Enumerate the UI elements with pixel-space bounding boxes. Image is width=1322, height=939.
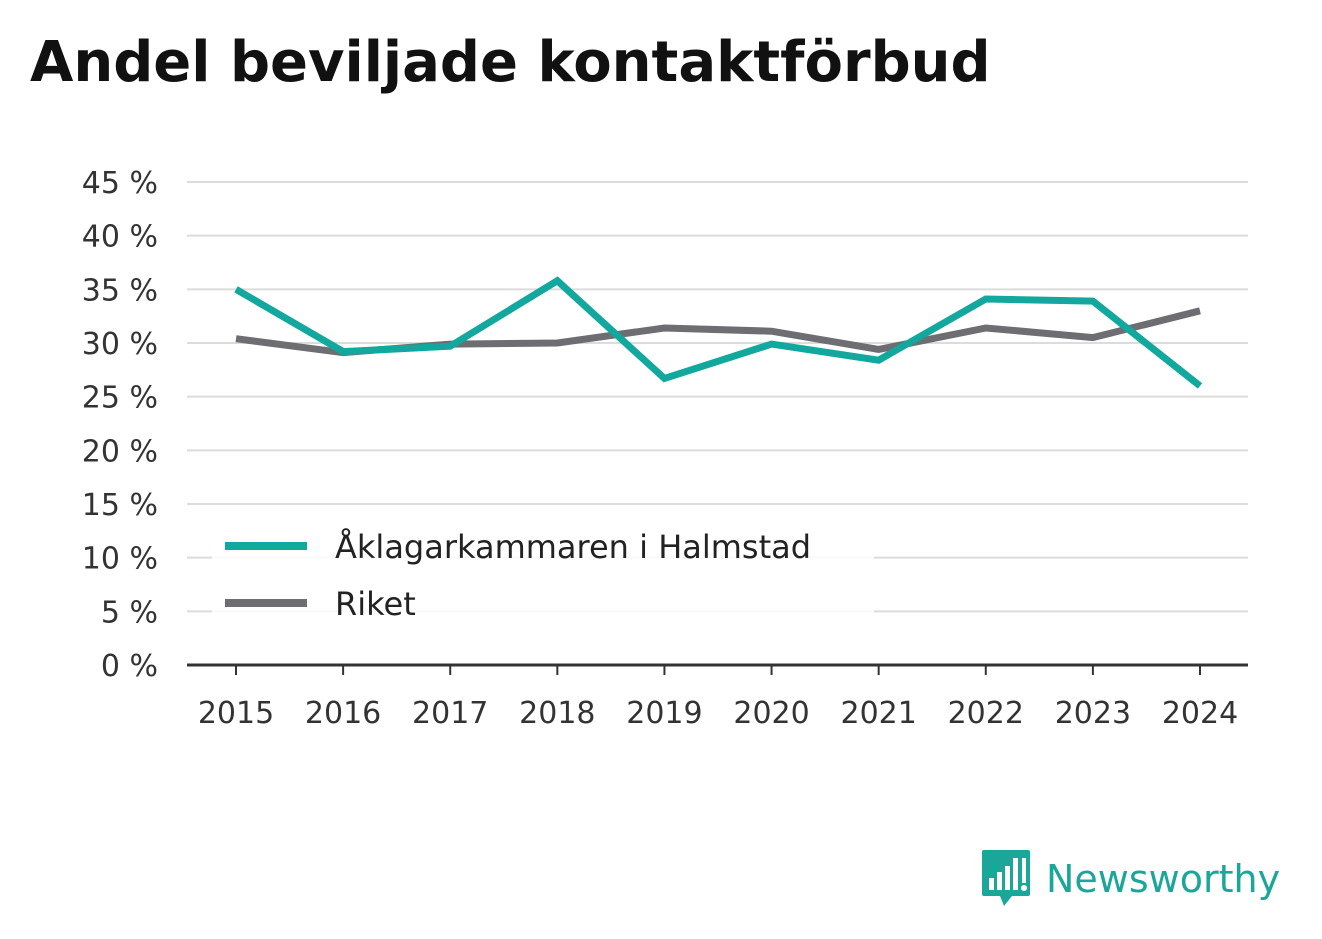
legend-label: Åklagarkammaren i Halmstad [335, 528, 811, 566]
series-line-halmstad [234, 276, 1203, 389]
x-tick-label: 2021 [840, 696, 916, 731]
chart-title: Andel beviljade kontaktförbud [30, 30, 991, 95]
legend-background [212, 515, 874, 615]
x-tick-label: 2016 [305, 696, 381, 731]
legend-label: Riket [335, 585, 416, 623]
y-tick-label: 45 % [82, 166, 158, 201]
y-tick-label: 35 % [82, 273, 158, 308]
y-tick-label: 15 % [82, 488, 158, 523]
x-tick-label: 2015 [198, 696, 274, 731]
x-axis: 2015 2016 2017 2018 2019 2020 2021 2022 2023 2024 [187, 663, 1248, 731]
series-group [234, 276, 1203, 389]
brand-name: Newsworthy [1046, 857, 1281, 901]
y-tick-label: 0 % [101, 649, 158, 684]
x-tick-label: 2024 [1162, 696, 1238, 731]
x-tick-label: 2017 [412, 696, 488, 731]
x-tick-label: 2023 [1055, 696, 1131, 731]
y-tick-label: 5 % [101, 595, 158, 630]
newsworthy-logo-icon [982, 850, 1030, 906]
y-tick-label: 25 % [82, 381, 158, 416]
y-tick-label: 10 % [82, 542, 158, 577]
legend: Åklagarkammaren i Halmstad Riket [212, 515, 874, 623]
y-tick-label: 30 % [82, 327, 158, 362]
y-tick-label: 20 % [82, 434, 158, 469]
x-tick-label: 2018 [519, 696, 595, 731]
brand: Newsworthy [980, 848, 1280, 910]
y-tick-label: 40 % [82, 220, 158, 255]
x-tick-label: 2022 [948, 696, 1024, 731]
x-tick-label: 2020 [733, 696, 809, 731]
y-axis: 0 % 5 % 10 % 15 % 20 % 25 % 30 % 35 % 40 % 45 % [82, 166, 158, 684]
x-tick-label: 2019 [626, 696, 702, 731]
